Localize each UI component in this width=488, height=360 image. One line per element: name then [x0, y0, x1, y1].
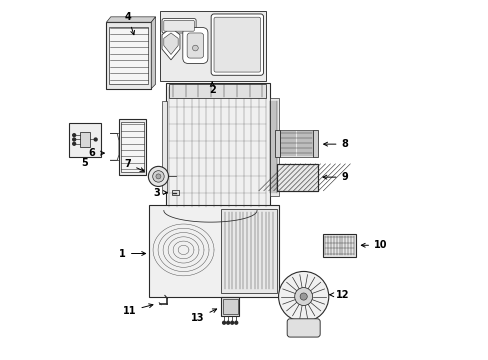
Circle shape — [192, 45, 198, 51]
Circle shape — [73, 142, 76, 145]
Circle shape — [226, 321, 229, 324]
Circle shape — [94, 138, 97, 141]
Text: 13: 13 — [191, 309, 216, 323]
Circle shape — [278, 271, 328, 321]
Bar — [69, 123, 101, 157]
Bar — [172, 190, 178, 195]
Bar — [149, 205, 278, 297]
Circle shape — [294, 288, 312, 306]
Text: 8: 8 — [323, 139, 347, 149]
Text: 11: 11 — [123, 304, 153, 316]
Text: 4: 4 — [124, 12, 134, 35]
Bar — [119, 119, 145, 175]
Polygon shape — [106, 17, 155, 22]
FancyBboxPatch shape — [187, 33, 203, 58]
Circle shape — [73, 138, 76, 141]
Bar — [274, 130, 280, 157]
FancyBboxPatch shape — [183, 28, 207, 63]
Bar — [169, 84, 265, 98]
Bar — [106, 22, 151, 89]
Circle shape — [152, 171, 164, 182]
Circle shape — [222, 321, 225, 324]
Bar — [221, 297, 239, 316]
FancyBboxPatch shape — [162, 19, 196, 33]
Text: 9: 9 — [322, 172, 347, 182]
Bar — [80, 132, 90, 147]
Bar — [276, 164, 317, 191]
Text: 10: 10 — [361, 240, 386, 250]
Text: 2: 2 — [208, 82, 215, 95]
Polygon shape — [162, 28, 180, 60]
Text: 6: 6 — [88, 148, 104, 158]
Bar — [109, 27, 148, 84]
Bar — [160, 12, 265, 81]
FancyBboxPatch shape — [211, 14, 263, 75]
FancyBboxPatch shape — [163, 21, 194, 31]
Bar — [269, 98, 278, 196]
Bar — [162, 101, 167, 193]
Bar — [165, 83, 269, 211]
Circle shape — [300, 293, 306, 300]
Polygon shape — [163, 33, 178, 54]
Bar — [276, 164, 317, 191]
FancyBboxPatch shape — [214, 17, 260, 72]
FancyBboxPatch shape — [286, 319, 320, 337]
Text: 1: 1 — [119, 248, 145, 258]
Circle shape — [156, 174, 161, 179]
Text: 12: 12 — [329, 290, 349, 300]
Bar — [221, 209, 276, 293]
Circle shape — [73, 134, 76, 136]
Circle shape — [148, 166, 168, 186]
Text: 3: 3 — [153, 188, 167, 198]
Bar — [312, 130, 317, 157]
Text: 7: 7 — [124, 159, 144, 171]
Bar — [280, 130, 312, 157]
Circle shape — [234, 321, 237, 324]
Bar — [222, 299, 237, 314]
Bar — [121, 122, 144, 172]
Bar — [323, 234, 355, 257]
Text: 5: 5 — [81, 158, 88, 168]
Circle shape — [230, 321, 233, 324]
Polygon shape — [151, 17, 155, 89]
